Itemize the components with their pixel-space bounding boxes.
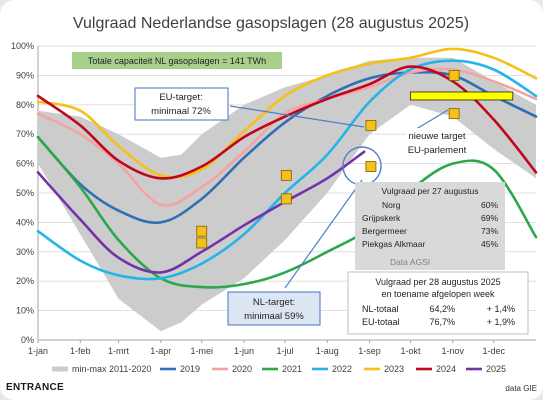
totals-title: Vulgraad per 28 augustus 2025 (375, 277, 500, 287)
target-marker (448, 70, 460, 81)
storage-row-value: 69% (481, 213, 498, 223)
target-marker (365, 161, 377, 172)
totals-box (347, 271, 529, 335)
nl-target-value: minimaal 59% (244, 311, 304, 322)
nl-target-label: NL-target: (253, 297, 295, 308)
series-line-2021 (36, 135, 538, 289)
target-marker (448, 108, 460, 120)
legend-label: 2023 (384, 364, 404, 374)
series-line-2023 (36, 47, 538, 179)
x-tick-label: 1-dec (482, 346, 505, 356)
y-tick-label: 0% (21, 335, 34, 345)
chart-title: Vulgraad Nederlandse gasopslagen (28 aug… (73, 15, 469, 32)
x-tick-label: 1-mei (190, 346, 213, 356)
nl-target-arrow (284, 179, 363, 289)
y-tick-label: 40% (16, 217, 34, 227)
y-tick-label: 20% (16, 276, 34, 286)
totals-row-change: + 1,9% (487, 317, 515, 327)
totals-row-label: EU-totaal (362, 317, 400, 327)
target-marker (280, 193, 292, 205)
totals-row-value: 64,2% (429, 304, 455, 314)
storage-row-value: 73% (481, 226, 498, 236)
x-tick-label: 1-jun (234, 346, 254, 356)
storage-row-name: Bergermeer (362, 226, 407, 236)
x-tick-label: 1-apr (150, 346, 171, 356)
y-tick-label: 30% (16, 247, 34, 257)
new-target-label: nieuwe target (408, 131, 465, 142)
x-tick-label: 1-mrt (108, 346, 129, 356)
new-target-bar (410, 91, 514, 101)
target-marker (365, 119, 377, 131)
capacity-box (72, 52, 282, 69)
legend-label: 2025 (486, 364, 506, 374)
y-tick-label: 60% (16, 159, 34, 169)
storage-row-name: Piekgas Alkmaar (362, 239, 425, 249)
eu-target-box (134, 87, 229, 121)
storage-source: Data AGSI (390, 257, 430, 267)
brand-logo: ENTRANCE (6, 382, 64, 393)
target-marker (196, 225, 208, 237)
y-tick-label: 10% (16, 306, 34, 316)
x-tick-label: 1-okt (400, 346, 421, 356)
eu-target-value: minimaal 72% (151, 106, 211, 117)
storage-box-title: Vulgraad per 27 augustus (381, 186, 478, 196)
storage-row-value: 45% (481, 239, 498, 249)
new-target-label-bg (406, 128, 468, 158)
y-tick-label: 70% (16, 129, 34, 139)
capacity-label: Totale capaciteit NL gasopslagen = 141 T… (88, 56, 266, 66)
nl-target-box (227, 291, 321, 326)
legend-label: min-max 2011-2020 (72, 364, 151, 374)
legend-label: 2019 (180, 364, 200, 374)
totals-row-value: 76,7% (429, 317, 455, 327)
y-tick-label: 80% (16, 100, 34, 110)
new-target-sublabel: EU-parlement (408, 145, 467, 156)
x-tick-label: 1-aug (316, 346, 339, 356)
x-tick-label: 1-nov (442, 346, 465, 356)
legend-label: 2022 (332, 364, 352, 374)
storage-row-name: Norg (382, 200, 401, 210)
eu-target-label: EU-target: (159, 92, 202, 103)
y-tick-label: 50% (16, 188, 34, 198)
x-tick-label: 1-feb (70, 346, 91, 356)
y-tick-label: 90% (16, 70, 34, 80)
legend-label: 2021 (282, 364, 302, 374)
totals-row-change: + 1,4% (487, 304, 515, 314)
x-tick-label: 1-sep (358, 346, 381, 356)
eu-target-arrow (229, 105, 365, 128)
series-line-2025 (36, 150, 366, 274)
x-tick-label: 1-jul (276, 346, 293, 356)
totals-subtitle: en toename afgelopen week (381, 289, 495, 299)
data-source: data GIE (505, 384, 537, 393)
target-marker (280, 169, 292, 181)
series-line-2022 (36, 59, 538, 281)
storage-row-value: 60% (481, 200, 498, 210)
legend-label: 2020 (232, 364, 252, 374)
target-marker (196, 237, 208, 249)
series-line-2020 (36, 67, 538, 207)
storage-row-name: Grijpskerk (362, 213, 401, 223)
x-tick-label: 1-jan (28, 346, 48, 356)
series-line-2024 (36, 65, 538, 180)
totals-row-label: NL-totaal (362, 304, 399, 314)
y-tick-label: 100% (11, 41, 34, 51)
storage-box (355, 182, 505, 270)
legend-label: 2024 (436, 364, 456, 374)
